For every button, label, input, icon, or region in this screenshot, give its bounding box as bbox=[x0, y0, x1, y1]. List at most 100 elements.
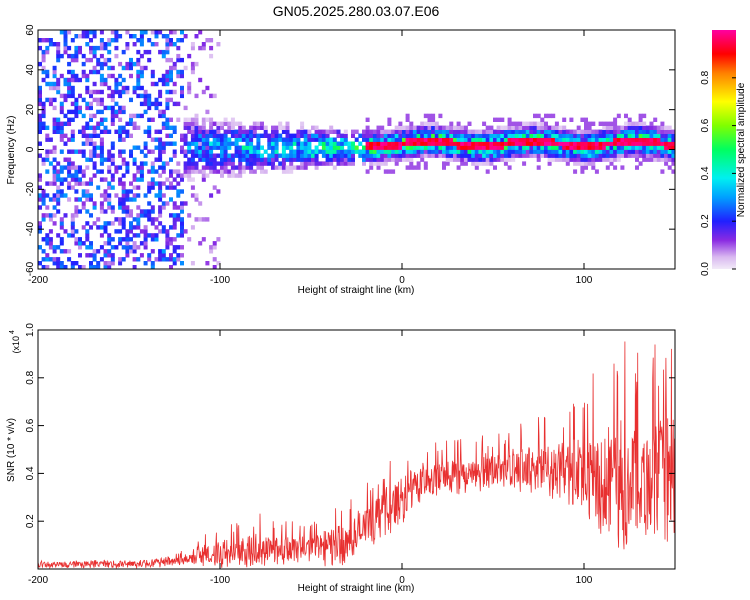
spectrogram-cell bbox=[343, 133, 348, 138]
spectrogram-cell bbox=[544, 121, 548, 126]
spectrogram-cell bbox=[485, 149, 490, 154]
spectrogram-cell bbox=[544, 137, 548, 142]
spectrogram-cell bbox=[198, 149, 203, 154]
spectrogram-cell bbox=[81, 193, 86, 198]
spectrogram-cell bbox=[129, 189, 133, 194]
spectrogram-cell bbox=[121, 125, 126, 130]
spectrogram-cell bbox=[81, 30, 86, 35]
spectrogram-cell bbox=[41, 121, 46, 126]
spectrogram-cell bbox=[620, 141, 625, 146]
spectrogram-cell bbox=[321, 161, 326, 166]
spectrogram-cell bbox=[63, 157, 68, 162]
spectrogram-cell bbox=[336, 129, 341, 134]
spectrogram-cell bbox=[89, 93, 93, 99]
spectrogram-cell bbox=[67, 161, 72, 166]
spectrogram-cell bbox=[256, 165, 261, 170]
spectrogram-cell bbox=[671, 145, 676, 150]
spectrogram-cell bbox=[194, 217, 199, 222]
spectrogram-cell bbox=[99, 97, 104, 103]
spectrogram-cell bbox=[190, 225, 195, 230]
spectrogram-cell bbox=[45, 237, 50, 242]
spectrogram-cell bbox=[38, 197, 42, 202]
spectrogram-cell bbox=[118, 93, 123, 99]
spectrogram-cell bbox=[150, 217, 155, 222]
spectrogram-cell bbox=[103, 265, 108, 270]
spectrogram-cell bbox=[216, 161, 221, 166]
spectrogram-cell bbox=[649, 133, 654, 138]
spectrogram-cell bbox=[249, 169, 254, 174]
spectrogram-cell bbox=[158, 109, 163, 115]
spectrogram-cell bbox=[311, 133, 315, 138]
spectrogram-cell bbox=[387, 117, 392, 122]
spectrogram-cell bbox=[67, 169, 72, 174]
spectrogram-cell bbox=[194, 129, 199, 134]
spectrogram-cell bbox=[187, 129, 192, 134]
spectrogram-cell bbox=[183, 137, 188, 142]
spectrogram-cell bbox=[190, 121, 195, 126]
spectrogram-cell bbox=[489, 141, 494, 146]
spectrogram-cell bbox=[234, 129, 239, 134]
spectrogram-cell bbox=[402, 149, 406, 154]
spectrogram-cell bbox=[85, 57, 90, 63]
spectrogram-cell bbox=[234, 133, 239, 138]
spectrogram-cell bbox=[41, 125, 46, 130]
spectrogram-cell bbox=[48, 38, 53, 43]
spectrogram-cell bbox=[463, 137, 468, 142]
spectrogram-cell bbox=[569, 117, 574, 122]
spectrogram-cell bbox=[99, 61, 104, 67]
spectrogram-cell bbox=[52, 69, 57, 75]
spectrogram-cell bbox=[110, 161, 115, 166]
spectrogram-cell bbox=[303, 137, 308, 142]
spectrogram-cell bbox=[198, 30, 203, 35]
spectrogram-cell bbox=[59, 93, 64, 99]
spectrogram-cell bbox=[318, 161, 323, 166]
spectrogram-cell bbox=[383, 137, 388, 142]
spectrogram-cell bbox=[332, 149, 337, 154]
spectrogram-cell bbox=[635, 149, 639, 154]
spectrogram-cell bbox=[136, 57, 141, 63]
spectrogram-cell bbox=[594, 129, 599, 134]
spectrogram-cell bbox=[132, 42, 137, 47]
spectrogram-cell bbox=[103, 225, 108, 230]
spectrogram-cell bbox=[321, 153, 326, 158]
spectrogram-cell bbox=[529, 145, 534, 150]
spectrogram-cell bbox=[165, 57, 170, 63]
spectrogram-cell bbox=[165, 229, 170, 234]
spectrogram-cell bbox=[303, 133, 308, 138]
figure-title: GN05.2025.280.03.07.E06 bbox=[273, 3, 440, 19]
spectrogram-cell bbox=[158, 77, 163, 83]
spectrogram-cell bbox=[453, 153, 457, 158]
spectrogram-cell bbox=[354, 129, 359, 134]
spectrogram-cell bbox=[263, 149, 268, 154]
spectrogram-cell bbox=[307, 153, 312, 158]
spectrogram-cell bbox=[573, 153, 578, 158]
spectrogram-cell bbox=[460, 125, 465, 130]
spectrogram-cell bbox=[423, 137, 428, 142]
spectrogram-cell bbox=[584, 165, 588, 170]
spectrogram-cell bbox=[143, 145, 148, 150]
spectrogram-cell bbox=[212, 169, 217, 174]
spectrogram-cell bbox=[485, 125, 490, 130]
spectrogram-cell bbox=[281, 145, 286, 150]
spectrogram-cell bbox=[132, 121, 137, 126]
spectrogram-cell bbox=[180, 89, 184, 95]
spectrogram-cell bbox=[653, 125, 658, 130]
spectrogram-cell bbox=[165, 45, 170, 51]
spectrogram-cell bbox=[147, 125, 152, 130]
spectrogram-cell bbox=[56, 77, 61, 83]
spectrogram-cell bbox=[183, 117, 188, 122]
spectrogram-cell bbox=[296, 133, 301, 138]
spectrogram-cell bbox=[107, 105, 112, 111]
spectrogram-cell bbox=[201, 45, 206, 51]
spectrogram-cell bbox=[289, 145, 294, 150]
spectrogram-cell bbox=[383, 145, 388, 150]
spectrogram-cell bbox=[234, 149, 239, 154]
spectrogram-cell bbox=[70, 221, 75, 226]
spectrogram-cell bbox=[85, 229, 90, 234]
spectrogram-cell bbox=[89, 45, 93, 51]
spectrogram-cell bbox=[81, 53, 86, 59]
spectrogram-cell bbox=[70, 53, 75, 59]
spectrogram-cell bbox=[52, 85, 57, 91]
spectrogram-cell bbox=[514, 121, 519, 126]
spectrogram-cell bbox=[518, 137, 523, 142]
